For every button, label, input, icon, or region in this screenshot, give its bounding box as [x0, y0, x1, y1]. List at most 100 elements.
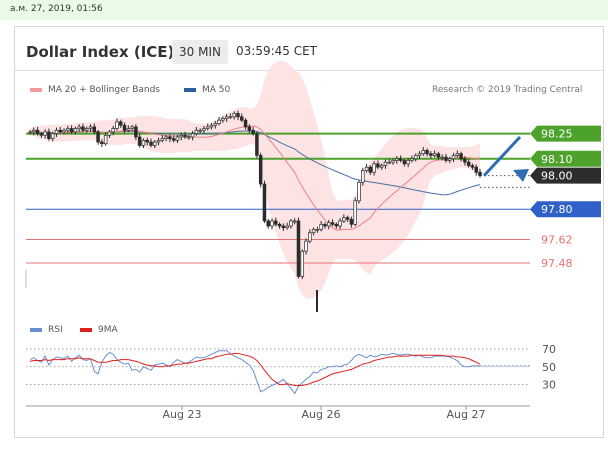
candle-body — [444, 156, 448, 161]
candle-body — [134, 126, 138, 138]
candle-body — [451, 155, 456, 160]
rsi-tick-30: 30 — [542, 379, 556, 392]
candle-body — [145, 139, 149, 143]
candle-body — [232, 113, 236, 118]
candle-body — [58, 129, 63, 133]
level-text-97.48: 97.48 — [541, 257, 573, 270]
forecast-arrow — [482, 135, 522, 177]
candle-body — [402, 160, 407, 165]
legend-ma20: MA 20 + Bollinger Bands — [30, 85, 160, 95]
legend-ma9-label: 9MA — [98, 325, 118, 335]
candle-body — [274, 220, 278, 225]
candle-body — [391, 160, 395, 163]
candle-body — [413, 155, 418, 160]
candle-body — [171, 138, 176, 141]
candle-body — [387, 161, 391, 164]
candle-body — [130, 126, 134, 129]
candle-body — [398, 158, 403, 161]
level-label-97.48: 97.48 — [541, 257, 573, 270]
candle-body — [345, 217, 350, 220]
candle-body — [43, 131, 47, 136]
level-label-97.62: 97.62 — [541, 233, 573, 246]
candle-body — [88, 126, 93, 129]
candle-body — [73, 128, 78, 133]
candle-body — [100, 141, 104, 145]
candle-body — [190, 133, 195, 138]
candle-body — [395, 158, 399, 161]
ma50-swatch — [184, 87, 196, 92]
candle-body — [156, 139, 161, 143]
server-time: 03:59:45 CET — [236, 44, 317, 58]
level-text-97.62: 97.62 — [541, 233, 573, 246]
candle-body — [406, 160, 410, 165]
candle-body — [243, 119, 248, 128]
candle-body — [474, 166, 478, 173]
candle-body — [39, 133, 44, 136]
level-text-98.00: 98.00 — [541, 170, 573, 183]
level-tag-98.25 — [530, 125, 601, 142]
candle-body — [255, 133, 259, 156]
legend-ma20-label: MA 20 + Bollinger Bands — [48, 85, 160, 95]
candle-body — [349, 218, 354, 225]
ma9-swatch — [80, 327, 92, 332]
candle-body — [122, 124, 127, 131]
candle-body — [28, 131, 32, 134]
instrument-title: Dollar Index (ICE) — [26, 43, 175, 61]
candle-body — [311, 229, 316, 234]
candle-body — [209, 124, 214, 128]
candle-body — [194, 129, 199, 134]
candle-body — [323, 223, 327, 227]
candle-body — [96, 131, 100, 143]
candle-body — [126, 128, 131, 131]
ma20-line — [29, 125, 481, 231]
candle-body — [470, 165, 475, 168]
candle-body — [228, 116, 233, 119]
candle-body — [164, 136, 168, 139]
candle-body — [342, 217, 346, 222]
candle-body — [35, 129, 40, 134]
candle-body — [383, 161, 388, 166]
candle-body — [315, 229, 320, 231]
candle-body — [213, 123, 218, 126]
candle-body — [455, 153, 460, 156]
candle-body — [62, 129, 66, 133]
interval-button[interactable]: 30 MIN — [172, 40, 228, 64]
candle-body — [187, 136, 191, 139]
candle-body — [149, 141, 153, 146]
x-tick-label: Aug 27 — [447, 408, 486, 421]
ma20-swatch — [30, 87, 42, 92]
legend-rsi-label: RSI — [48, 325, 63, 335]
candle-body — [364, 166, 369, 171]
candle-body — [202, 128, 206, 131]
rsi-line — [29, 350, 480, 395]
candle-body — [376, 163, 380, 168]
level-label-97.80: 97.80 — [530, 201, 601, 218]
timestamp-text: а.м. 27, 2019, 01:56 — [10, 4, 103, 14]
candle-body — [251, 129, 255, 134]
legend-rsi: RSI — [30, 325, 63, 335]
level-text-98.10: 98.10 — [541, 153, 573, 166]
candle-body — [141, 139, 146, 146]
candle-body — [179, 134, 184, 138]
candle-body — [168, 136, 172, 139]
candle-body — [54, 129, 59, 134]
candle-body — [410, 158, 414, 161]
candle-body — [262, 183, 267, 222]
candle-body — [368, 166, 373, 173]
level-tag-98.00 — [530, 167, 601, 184]
candles — [28, 110, 482, 280]
candle-body — [338, 220, 342, 227]
candle-body — [236, 113, 240, 118]
candle-body — [160, 138, 165, 141]
candle-body — [92, 126, 97, 133]
forecast-arrow-head — [513, 169, 529, 182]
candle-body — [330, 222, 335, 225]
candle-body — [69, 128, 74, 133]
candle-body — [32, 129, 36, 133]
candle-body — [361, 170, 365, 183]
level-tag-98.10 — [530, 150, 601, 167]
x-tick-label: Aug 26 — [302, 408, 341, 421]
candle-body — [296, 220, 301, 277]
candle-body — [432, 153, 437, 156]
candle-body — [440, 156, 444, 159]
